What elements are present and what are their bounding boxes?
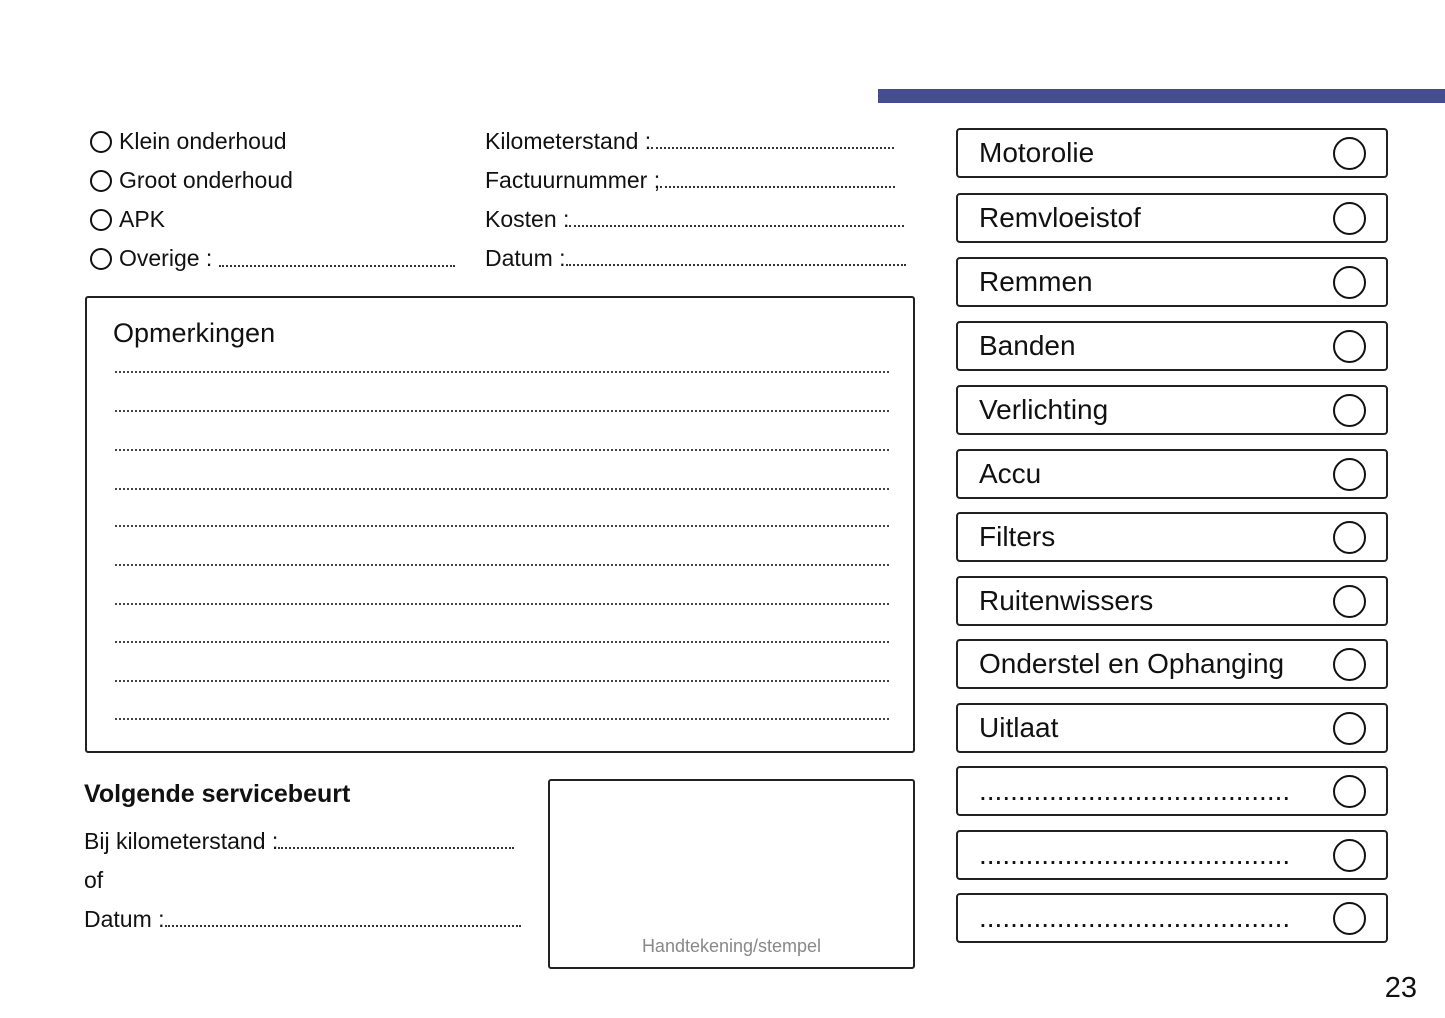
check-circle-icon[interactable] xyxy=(1333,711,1366,745)
field-kilometerstand: Kilometerstand : xyxy=(485,128,895,155)
option-label: Klein onderhoud xyxy=(119,128,287,154)
or-label: of xyxy=(84,867,104,893)
option-overige[interactable]: Overige : xyxy=(90,245,456,272)
checklist-item[interactable]: Filters xyxy=(956,512,1388,562)
check-circle-icon[interactable] xyxy=(1333,201,1366,235)
field-label: Kilometerstand : xyxy=(485,128,652,154)
checklist-label: Remvloeistof xyxy=(979,202,1141,233)
check-circle-icon[interactable] xyxy=(1333,838,1366,872)
page-number: 23 xyxy=(1384,972,1417,1004)
checklist-item[interactable]: Banden xyxy=(956,321,1388,371)
checklist-item[interactable]: ........................................ xyxy=(956,766,1388,816)
checklist-item[interactable]: Accu xyxy=(956,449,1388,499)
field-input-line[interactable] xyxy=(651,133,895,149)
checklist-label: ........................................ xyxy=(979,839,1291,870)
option-apk[interactable]: APK xyxy=(90,206,165,233)
checklist-item[interactable]: Onderstel en Ophanging xyxy=(956,639,1388,689)
checklist-label: ........................................ xyxy=(979,902,1291,933)
checklist-label: Ruitenwissers xyxy=(979,585,1154,616)
checklist-item[interactable]: Ruitenwissers xyxy=(956,576,1388,626)
field-label: Kosten : xyxy=(485,206,570,232)
checklist-label: Filters xyxy=(979,521,1056,552)
checklist-label: Verlichting xyxy=(979,394,1109,425)
field-label: Datum : xyxy=(84,906,165,932)
checklist-item[interactable]: Uitlaat xyxy=(956,703,1388,753)
remarks-line xyxy=(115,641,889,643)
checklist-label: Onderstel en Ophanging xyxy=(979,648,1285,679)
check-circle-icon[interactable] xyxy=(1333,584,1366,618)
radio-circle-icon[interactable] xyxy=(90,130,112,153)
checklist-item[interactable]: ........................................ xyxy=(956,830,1388,880)
checklist-label: Remmen xyxy=(979,266,1093,297)
checklist-label: Accu xyxy=(979,458,1042,489)
remarks-line xyxy=(115,525,889,527)
remarks-line xyxy=(115,603,889,605)
check-circle-icon[interactable] xyxy=(1333,393,1366,427)
checklist-item[interactable]: Motorolie xyxy=(956,128,1388,178)
field-label: Factuurnummer ; xyxy=(485,167,661,193)
radio-circle-icon[interactable] xyxy=(90,208,112,231)
check-circle-icon[interactable] xyxy=(1333,520,1366,554)
remarks-line xyxy=(115,371,889,373)
radio-circle-icon[interactable] xyxy=(90,169,112,192)
check-circle-icon[interactable] xyxy=(1333,136,1366,170)
signature-stamp-box[interactable]: Handtekening/stempel xyxy=(548,779,915,969)
field-input-line[interactable] xyxy=(565,250,906,266)
remarks-title: Opmerkingen xyxy=(113,318,276,348)
overige-input-line[interactable] xyxy=(219,251,456,267)
remarks-line xyxy=(115,718,889,720)
field-datum: Datum : xyxy=(485,245,906,272)
checklist-label: ........................................ xyxy=(979,775,1291,806)
next-service-title: Volgende servicebeurt xyxy=(84,780,351,808)
checklist-label: Motorolie xyxy=(979,137,1095,168)
checklist-label: Banden xyxy=(979,330,1076,361)
check-circle-icon[interactable] xyxy=(1333,457,1366,491)
date-input-line[interactable] xyxy=(164,911,521,927)
option-label: Groot onderhoud xyxy=(119,167,293,193)
stamp-label: Handtekening/stempel xyxy=(641,936,822,956)
field-input-line[interactable] xyxy=(660,172,896,188)
option-groot-onderhoud[interactable]: Groot onderhoud xyxy=(90,167,293,194)
option-klein-onderhoud[interactable]: Klein onderhoud xyxy=(90,128,287,155)
km-input-line[interactable] xyxy=(278,833,515,849)
option-label: Overige : xyxy=(119,245,213,271)
radio-circle-icon[interactable] xyxy=(90,247,112,270)
remarks-line xyxy=(115,410,889,412)
checklist-label: Uitlaat xyxy=(979,712,1059,743)
checklist-item[interactable]: Remmen xyxy=(956,257,1388,307)
remarks-box[interactable]: Opmerkingen xyxy=(85,296,915,753)
checklist-item[interactable]: ........................................ xyxy=(956,893,1388,943)
field-factuurnummer: Factuurnummer ; xyxy=(485,167,896,194)
field-kosten: Kosten : xyxy=(485,206,905,233)
field-label: Datum : xyxy=(485,245,566,271)
check-circle-icon[interactable] xyxy=(1333,647,1366,681)
header-accent-bar xyxy=(878,89,1445,103)
checklist-item[interactable]: Verlichting xyxy=(956,385,1388,435)
check-circle-icon[interactable] xyxy=(1333,265,1366,299)
next-service-km: Bij kilometerstand : xyxy=(84,828,515,855)
checklist-item[interactable]: Remvloeistof xyxy=(956,193,1388,243)
option-label: APK xyxy=(119,206,166,232)
remarks-line xyxy=(115,564,889,566)
check-circle-icon[interactable] xyxy=(1333,774,1366,808)
remarks-line xyxy=(115,488,889,490)
remarks-line xyxy=(115,449,889,451)
field-input-line[interactable] xyxy=(569,211,905,227)
remarks-line xyxy=(115,680,889,682)
field-label: Bij kilometerstand : xyxy=(84,828,279,854)
check-circle-icon[interactable] xyxy=(1333,329,1366,363)
check-circle-icon[interactable] xyxy=(1333,901,1366,935)
next-service-date: Datum : xyxy=(84,906,521,933)
